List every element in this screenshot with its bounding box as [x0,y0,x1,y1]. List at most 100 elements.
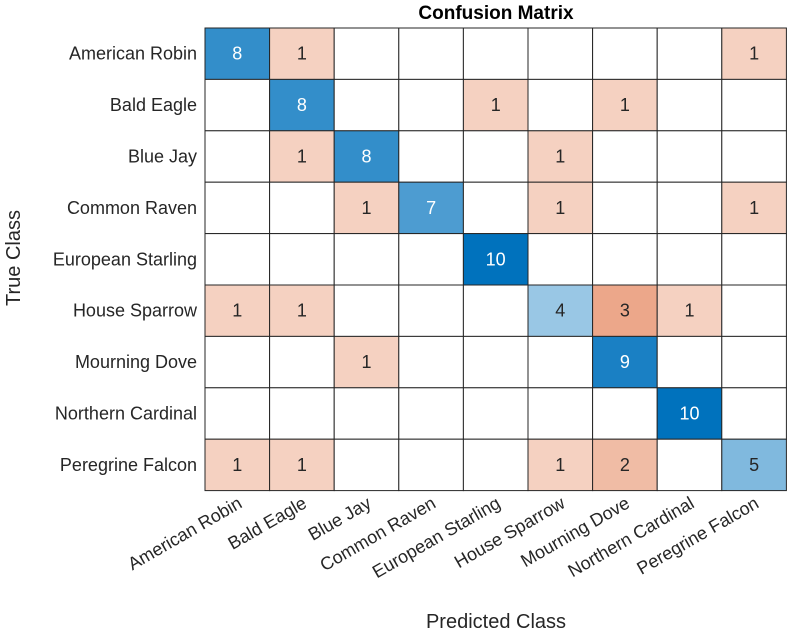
matrix-cell [462,27,529,80]
matrix-cell [656,233,723,286]
matrix-cell [656,284,723,337]
matrix-cell [333,335,400,389]
cell-value-label: 1 [297,44,307,64]
matrix-cell [527,233,594,286]
matrix-cell [204,27,271,80]
cell-value-label: 1 [297,301,307,321]
cell-value-label: 8 [361,147,371,167]
y-tick-label: Common Raven [67,198,197,218]
matrix-cell [204,130,271,183]
matrix-cell [398,78,464,132]
y-tick-labels: American Robin Bald Eagle Blue Jay Common R… [53,44,198,475]
matrix-cell [333,233,400,286]
matrix-cell [269,387,335,440]
y-tick-label: Northern Cardinal [55,404,197,424]
cell-value-label: 1 [684,301,694,321]
matrix-cell [333,78,400,132]
cell-value-label: 4 [555,301,565,321]
matrix-cell [527,78,594,132]
cell-value-label: 1 [555,147,565,167]
y-tick-label: Blue Jay [128,147,197,167]
cell-value-label: 5 [749,455,759,475]
matrix-cell [462,284,529,337]
cell-value-label: 1 [297,455,307,475]
matrix-cell [656,130,723,183]
x-tick-label: American Robin [124,493,245,574]
cell-value-label: 1 [555,198,565,218]
matrix-cell [398,284,464,337]
y-tick-label: American Robin [69,44,197,64]
matrix-cell [527,181,594,235]
matrix-cell [462,438,529,492]
cell-value-label: 2 [620,455,630,475]
matrix-cell [592,233,658,286]
matrix-cell [204,438,271,492]
matrix-cell [398,335,464,389]
cell-value-label: 1 [361,198,371,218]
matrix-cell [721,335,787,389]
matrix-cell [204,233,271,286]
chart-title: Confusion Matrix [418,3,574,24]
y-axis-label: True Class [3,210,25,306]
cell-value-label: 1 [297,147,307,167]
matrix-cell [592,181,658,235]
matrix-cell [527,284,594,337]
x-tick-label: House Sparrow [451,492,569,572]
matrix-cell [333,27,400,80]
matrix-cell [398,233,464,286]
matrix-cell [333,130,400,183]
matrix-cell [592,27,658,80]
matrix-cell [398,438,464,492]
cell-value-label: 8 [232,44,242,64]
matrix-cell [204,181,271,235]
matrix-cell [527,27,594,80]
matrix-cell [721,438,787,492]
cell-value-label: 1 [232,301,242,321]
y-tick-label: Bald Eagle [110,95,197,115]
cell-value-label: 1 [361,352,371,372]
matrix-cell [721,284,787,337]
matrix-cell [269,233,335,286]
matrix-cell [462,387,529,440]
matrix-cell [592,387,658,440]
matrix-cell [656,438,723,492]
matrix-cell [333,438,400,492]
cell-value-label: 1 [749,198,759,218]
cell-value-label: 10 [679,404,699,424]
y-tick-label: Peregrine Falcon [60,455,197,475]
matrix-cell [656,335,723,389]
y-tick-label: European Starling [53,249,197,269]
matrix-cell [204,78,271,132]
matrix-cell [269,284,335,337]
matrix-cell [721,387,787,440]
matrix-cell [592,130,658,183]
matrix-cell [721,27,787,80]
y-tick-label: Mourning Dove [75,352,197,372]
matrix-cell [527,335,594,389]
matrix-cell [656,387,723,440]
x-axis-label: Predicted Class [426,611,566,632]
matrix-cell [721,233,787,286]
matrix-cell [592,284,658,337]
matrix-cell [269,335,335,389]
matrix-cell [333,181,400,235]
cell-value-label: 1 [232,455,242,475]
matrix-cell [333,387,400,440]
matrix-cell [269,181,335,235]
matrix-cell [656,27,723,80]
matrix-cell [462,181,529,235]
matrix-cell [462,233,529,286]
cell-value-label: 8 [297,95,307,115]
cell-value-label: 1 [749,44,759,64]
matrix-cell [398,27,464,80]
matrix-cell [398,387,464,440]
cell-value-label: 1 [555,455,565,475]
matrix-cell [204,387,271,440]
cell-value-label: 3 [620,301,630,321]
matrix-cell [398,130,464,183]
matrix-cell [462,335,529,389]
matrix-cell [592,335,658,389]
